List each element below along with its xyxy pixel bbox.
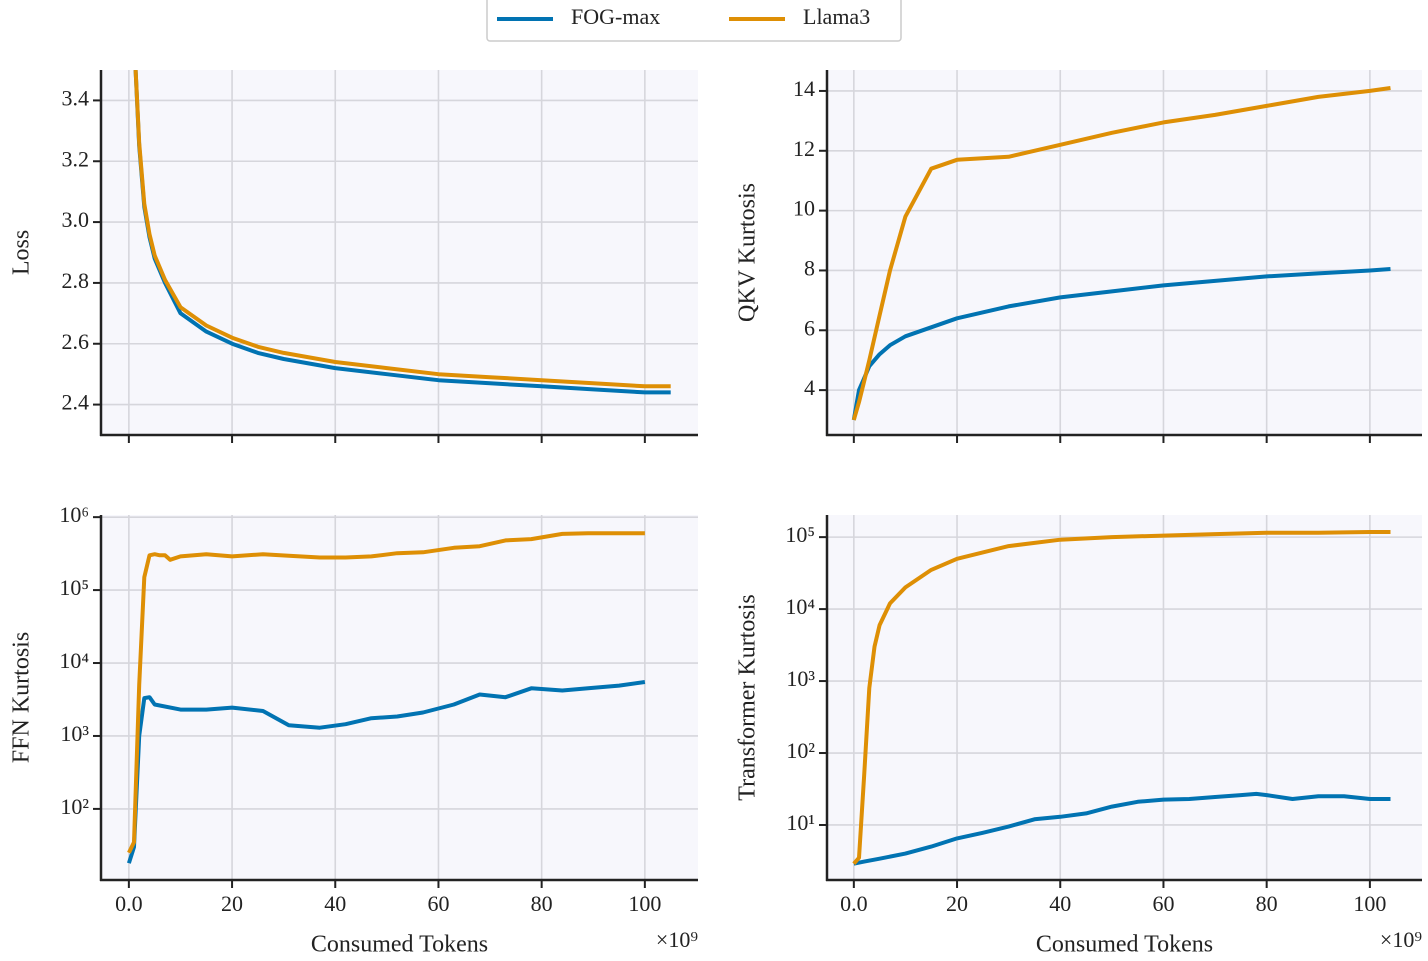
plot-background [101,70,698,435]
y-tick-label: 10³ [60,721,89,746]
x-tick-label: 80 [1256,891,1278,916]
x-tick-label: 60 [1152,891,1174,916]
y-tick-label: 2.6 [62,329,90,354]
y-tick-label: 8 [804,255,815,280]
x-tick-label: 40 [1049,891,1071,916]
y-tick-label: 2.8 [62,268,90,293]
x-offset-label: ×10⁹ [1380,927,1422,952]
y-tick-label: 10⁶ [59,502,89,527]
x-tick-label: 20 [221,891,243,916]
legend-label: FOG-max [571,4,660,29]
plot-background [827,515,1422,880]
y-tick-label: 10 [793,196,815,221]
y-tick-label: 10⁴ [59,648,89,673]
series-line [127,531,645,854]
y-tick-label: 10⁴ [785,594,815,619]
series-line [851,86,1391,421]
y-axis-label: Loss [9,230,35,275]
plot-background [827,70,1422,435]
x-tick-label: 0.0 [115,891,143,916]
x-tick-label: 60 [427,891,449,916]
plot-area [126,531,646,864]
x-tick-label: 80 [531,891,553,916]
plot-background [101,515,698,880]
y-tick-label: 3.0 [62,207,90,232]
plot-area [133,70,671,395]
x-tick-label: 0.0 [840,891,868,916]
y-tick-label: 10⁵ [59,575,89,600]
series-line [852,530,1391,866]
x-tick-label: 40 [324,891,346,916]
y-tick-label: 4 [804,375,815,400]
y-axis-label: FFN Kurtosis [9,632,35,763]
y-tick-label: 10² [786,738,815,763]
x-offset-label: ×10⁹ [656,927,698,952]
series-line [133,70,671,389]
x-tick-label: 100 [628,891,661,916]
y-axis-label: Transformer Kurtosis [735,594,761,800]
x-axis-label: Consumed Tokens [311,932,488,958]
y-tick-label: 12 [793,136,815,161]
y-tick-label: 10² [60,794,89,819]
y-tick-label: 10¹ [786,810,815,835]
series-line [853,791,1391,866]
x-tick-label: 100 [1353,891,1386,916]
series-line [126,680,646,864]
y-tick-label: 6 [804,315,815,340]
plot-area [852,530,1391,866]
legend-box [486,0,902,42]
plot-area [851,86,1391,421]
x-axis-label: Consumed Tokens [1036,932,1213,958]
y-axis-label: QKV Kurtosis [735,183,761,322]
x-tick-label: 20 [946,891,968,916]
y-tick-label: 14 [793,76,815,101]
y-tick-label: 10⁵ [785,522,815,547]
y-tick-label: 3.2 [62,146,90,171]
y-tick-label: 2.4 [62,390,90,415]
y-tick-label: 3.4 [62,85,90,110]
y-tick-label: 10³ [786,666,815,691]
legend-label: Llama3 [803,4,870,29]
